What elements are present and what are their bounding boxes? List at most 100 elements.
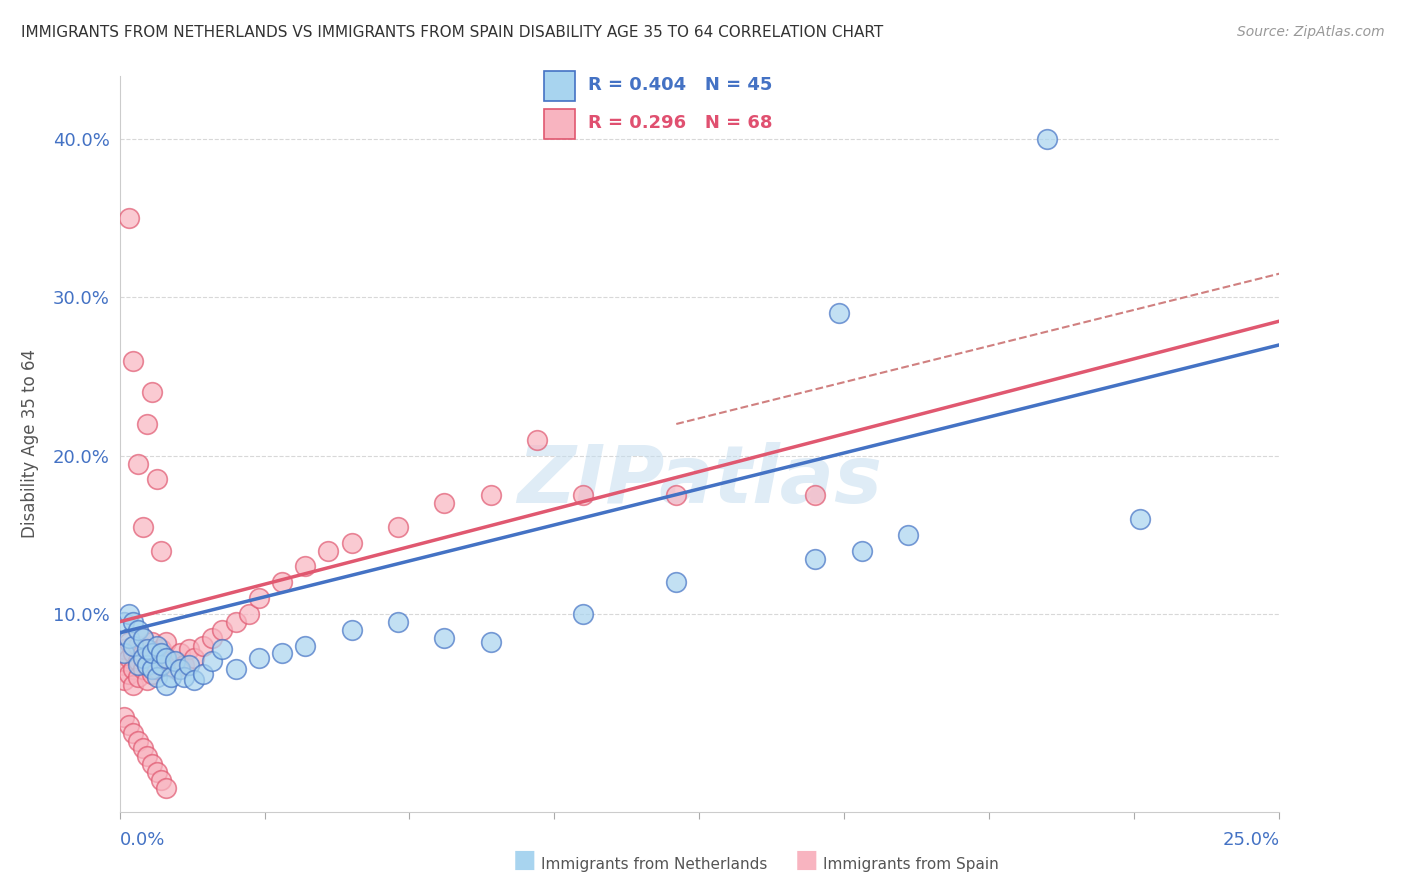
Point (247, 651, 270, 665)
Point (122, 353, 145, 368)
Point (136, 749, 159, 764)
Point (122, 647, 145, 661)
Point (827, 306, 849, 320)
Point (183, 673, 205, 688)
Text: 0.0%: 0.0% (120, 831, 165, 849)
Point (112, 710, 135, 724)
Point (132, 662, 155, 676)
Point (155, 651, 177, 665)
Point (270, 575, 294, 590)
Point (479, 488, 502, 502)
Point (150, 773, 173, 788)
Point (270, 647, 294, 661)
Point (136, 673, 159, 688)
Point (122, 615, 145, 629)
Point (118, 635, 141, 649)
Point (136, 657, 159, 672)
Point (387, 520, 409, 534)
Point (173, 657, 195, 672)
Text: ZIPatlas: ZIPatlas (517, 442, 882, 519)
Point (132, 651, 155, 665)
Point (118, 211, 141, 226)
Point (118, 717, 141, 731)
Point (1036, 132, 1059, 146)
Point (201, 631, 224, 645)
Point (433, 631, 456, 645)
Point (665, 575, 688, 590)
Point (122, 725, 145, 739)
Point (145, 647, 167, 661)
Point (127, 657, 149, 672)
Point (155, 635, 177, 649)
Point (665, 488, 688, 502)
Text: ■: ■ (513, 848, 537, 872)
Point (122, 678, 145, 692)
Point (159, 670, 181, 684)
Point (145, 662, 167, 676)
Point (804, 488, 827, 502)
Point (145, 472, 167, 486)
Point (225, 615, 247, 629)
Bar (544, 109, 575, 139)
Point (132, 647, 155, 661)
Point (118, 607, 141, 621)
Point (211, 623, 233, 637)
Point (159, 654, 181, 668)
Point (112, 657, 135, 672)
Text: IMMIGRANTS FROM NETHERLANDS VS IMMIGRANTS FROM SPAIN DISABILITY AGE 35 TO 64 COR: IMMIGRANTS FROM NETHERLANDS VS IMMIGRANT… (21, 25, 883, 40)
Text: R = 0.404   N = 45: R = 0.404 N = 45 (588, 77, 772, 95)
Point (155, 780, 177, 795)
Point (136, 641, 159, 656)
Point (127, 623, 149, 637)
Point (340, 535, 363, 549)
Point (1129, 512, 1152, 526)
Point (112, 647, 135, 661)
Point (136, 641, 159, 656)
Point (150, 543, 173, 558)
Point (225, 662, 247, 676)
Point (177, 641, 201, 656)
Point (169, 647, 191, 661)
Point (851, 543, 873, 558)
Point (191, 639, 214, 653)
Point (150, 641, 173, 656)
Text: ■: ■ (794, 848, 818, 872)
Point (150, 657, 173, 672)
Point (572, 488, 595, 502)
Point (132, 631, 155, 645)
Point (211, 641, 233, 656)
Point (238, 607, 260, 621)
Point (479, 635, 502, 649)
Text: Source: ZipAtlas.com: Source: ZipAtlas.com (1237, 25, 1385, 39)
Point (141, 385, 163, 400)
Point (155, 678, 177, 692)
Point (191, 667, 214, 681)
Point (112, 641, 135, 656)
Point (141, 635, 163, 649)
Point (145, 670, 167, 684)
Text: Immigrants from Netherlands: Immigrants from Netherlands (541, 857, 768, 872)
Point (136, 417, 159, 431)
Point (318, 543, 340, 558)
Point (122, 662, 145, 676)
Point (150, 647, 173, 661)
Point (433, 496, 456, 510)
Point (136, 657, 159, 672)
Point (112, 615, 135, 629)
Y-axis label: Disability Age 35 to 64: Disability Age 35 to 64 (21, 350, 39, 538)
Point (294, 639, 316, 653)
Text: R = 0.296   N = 68: R = 0.296 N = 68 (588, 114, 772, 132)
Point (165, 662, 187, 676)
Point (127, 639, 149, 653)
Point (165, 654, 187, 668)
Point (127, 670, 149, 684)
Point (118, 651, 141, 665)
Point (141, 647, 163, 661)
Point (155, 651, 177, 665)
Point (127, 654, 149, 668)
Bar (544, 71, 575, 101)
Point (145, 639, 167, 653)
Point (150, 657, 173, 672)
Point (897, 528, 920, 542)
Point (132, 741, 155, 756)
